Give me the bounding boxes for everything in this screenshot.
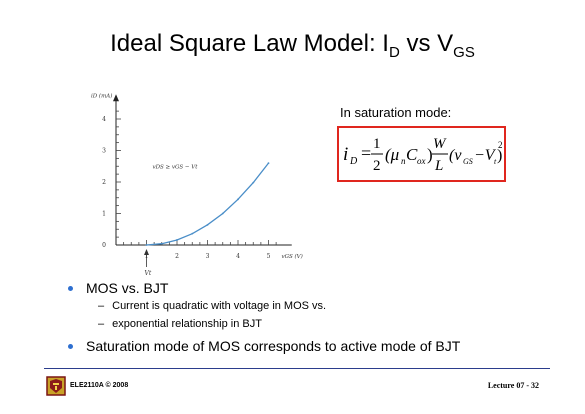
bullet-dot (68, 343, 73, 349)
data-point (206, 223, 209, 226)
bullet-text: Saturation mode of MOS corresponds to ac… (86, 338, 461, 354)
x-tick-label: 4 (236, 253, 240, 260)
eq-vt-sub: t (494, 157, 497, 166)
eq-w: W (433, 136, 447, 152)
y-axis-arrow (113, 94, 119, 102)
eq-minus-vt: −V (474, 147, 497, 164)
eq-vgs: (v (449, 147, 462, 164)
sub-bullet-text: exponential relationship in BJT (112, 318, 262, 330)
title-text-vs: vs V (399, 30, 454, 57)
eq-mu-sub: n (401, 156, 406, 166)
eq-power: 2 (498, 140, 503, 150)
eq-half-num: 1 (373, 136, 381, 152)
eq-cox-sub: ox (417, 156, 426, 166)
eq-lhs: i (343, 144, 348, 165)
eq-l: L (434, 158, 443, 174)
bullet-dot (68, 285, 73, 291)
data-point (160, 242, 163, 245)
y-tick-label: 1 (102, 211, 106, 218)
eq-equals: = (361, 143, 371, 163)
sub-bullet-text: Current is quadratic with voltage in MOS… (112, 300, 327, 312)
y-tick-label: 4 (102, 116, 106, 123)
data-point (176, 239, 178, 241)
title-sub-gs: GS (453, 44, 475, 61)
eq-lhs-sub: D (349, 156, 358, 167)
dash: – (98, 300, 105, 312)
eq-close2: ) (497, 147, 502, 164)
eq-vgs-sub: GS (463, 157, 473, 166)
data-point (237, 198, 239, 201)
y-tick-label: 2 (102, 179, 106, 186)
title-text: Ideal Square Law Model: I (110, 30, 389, 57)
vt-label: Vt (145, 270, 152, 277)
title-sub-d: D (388, 44, 400, 61)
bullet-saturation-mode: Saturation mode of MOS corresponds to ac… (68, 338, 460, 354)
id-vgs-curve (146, 162, 270, 246)
vt-arrow-head (144, 249, 149, 255)
eq-half-den: 2 (373, 158, 381, 174)
sub-bullet-exponential: – exponential relationship in BJT (98, 318, 262, 330)
x-tick-label: 2 (175, 253, 179, 260)
bullet-text: MOS vs. BJT (86, 280, 169, 296)
data-point (252, 181, 255, 184)
saturation-condition-annotation: vDS ≥ vGS − Vt (153, 165, 199, 171)
bullet-mos-vs-bjt: MOS vs. BJT (68, 280, 168, 296)
university-logo-icon (46, 376, 66, 396)
slide-title: Ideal Square Law Model: ID vs VGS (0, 30, 585, 61)
eq-close: ) (427, 145, 433, 164)
y-tick-label: 3 (102, 148, 106, 155)
equation-box: i D = 1 2 (μ n C ox ) W L (v GS −V t ) 2 (337, 126, 506, 182)
data-point (221, 212, 224, 215)
data-point (145, 244, 148, 246)
eq-mu: (μ (385, 145, 399, 164)
saturation-label: In saturation mode: (340, 105, 452, 120)
footer-course: ELE2110A © 2008 (70, 382, 129, 389)
origin-label: 0 (102, 242, 106, 249)
x-tick-label: 3 (206, 253, 210, 260)
x-tick-label: 5 (267, 253, 271, 260)
footer-rule (44, 368, 550, 369)
data-point (267, 162, 270, 164)
eq-cox: C (406, 145, 418, 164)
dash: – (98, 318, 105, 330)
sub-bullet-quadratic: – Current is quadratic with voltage in MO… (98, 300, 326, 312)
y-axis-label: iD (mA) (91, 92, 112, 99)
x-axis-label: vGS (V) (282, 253, 303, 260)
footer-lecture: Lecture 07 - 32 (487, 381, 539, 390)
data-point (191, 232, 194, 235)
